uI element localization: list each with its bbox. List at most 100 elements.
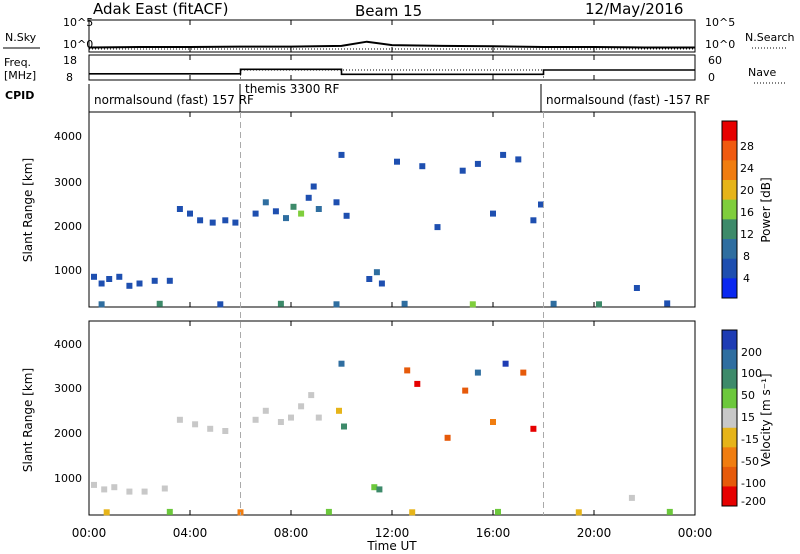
power-point: [166, 277, 173, 284]
velocity-point: [338, 360, 345, 367]
velocity-point: [192, 421, 199, 428]
nave-line: [89, 69, 695, 81]
power-point: [305, 194, 312, 201]
power-point: [217, 301, 224, 308]
power-point: [530, 217, 537, 224]
freq-unit-label: [MHz]: [4, 69, 36, 82]
power-point: [378, 280, 385, 287]
power-point: [156, 300, 163, 307]
power-ytick-4000: 4000: [54, 130, 82, 143]
power-colorbar-frame: [721, 120, 738, 299]
power-point: [500, 151, 507, 158]
freq-series: [89, 68, 695, 81]
velocity-colorbar-band: [722, 369, 737, 390]
power-point: [283, 215, 289, 222]
time-axis-label: Time UT: [366, 539, 417, 553]
power-point: [333, 301, 340, 308]
velocity-point: [341, 423, 347, 430]
power-point: [459, 167, 466, 174]
velocity-cbar-tick-minus15: -15: [741, 433, 759, 446]
mode-dividers: [240, 112, 544, 515]
power-cbar-tick-4: 4: [743, 272, 750, 285]
velocity-point: [126, 488, 133, 495]
power-point: [550, 300, 557, 307]
velocity-ylabel: Slant Range [km]: [21, 368, 35, 472]
power-point: [272, 208, 279, 215]
time-tick-label: 08:00: [274, 526, 309, 540]
power-cbar-tick-24: 24: [740, 162, 754, 175]
power-point: [126, 282, 133, 289]
velocity-ytick-2000: 2000: [54, 427, 82, 440]
power-point: [434, 224, 441, 231]
velocity-point: [222, 428, 229, 434]
power-colorbar-band: [722, 239, 737, 260]
velocity-cbar-tick-100: 100: [741, 367, 762, 380]
nsky-line: [88, 40, 695, 49]
power-point: [401, 300, 408, 307]
power-point: [116, 273, 123, 280]
power-point: [106, 276, 113, 282]
freq-left-tick-top: 18: [63, 54, 77, 67]
time-tick-label: 20:00: [577, 526, 612, 540]
velocity-colorbar-band: [722, 447, 737, 468]
power-point: [343, 212, 350, 219]
velocity-ytick-4000: 4000: [54, 338, 82, 351]
velocity-ytick-1000: 1000: [54, 472, 82, 485]
velocity-point: [161, 485, 168, 492]
velocity-colorbar-band: [722, 486, 737, 507]
power-point: [98, 301, 105, 308]
power-point: [232, 219, 239, 226]
velocity-point: [166, 508, 173, 515]
freq-label: Freq.: [4, 56, 31, 69]
velocity-point: [252, 416, 259, 423]
power-point: [596, 301, 602, 308]
velocity-cbar-tick-minus100: -100: [741, 477, 766, 490]
power-point: [222, 217, 229, 224]
velocity-colorbar-band: [722, 330, 737, 351]
power-point: [187, 210, 193, 217]
velocity-point: [474, 369, 481, 376]
power-point: [515, 156, 522, 163]
power-point: [394, 158, 400, 165]
velocity-point: [207, 425, 214, 432]
power-cbar-tick-16: 16: [740, 206, 754, 219]
power-point: [209, 219, 216, 226]
nsky-right-tick-bottom: 10^0: [705, 38, 735, 51]
velocity-point: [666, 508, 673, 515]
velocity-point: [575, 509, 582, 516]
velocity-colorbar-ticks: 200 100 50 15 -15 -50 -100 -200: [741, 346, 766, 508]
beam-title: Beam 15: [355, 2, 422, 20]
velocity-point: [101, 486, 108, 493]
power-yticks: 4000 3000 2000 1000: [54, 130, 82, 277]
velocity-colorbar-band: [722, 349, 737, 370]
power-point: [262, 199, 269, 206]
power-point: [136, 280, 143, 287]
power-colorbar-band: [722, 180, 737, 201]
velocity-scatter: [91, 360, 673, 516]
velocity-point: [404, 367, 411, 374]
velocity-colorbar: [722, 330, 737, 507]
power-point: [315, 206, 322, 212]
nsky-right-tick-top: 10^5: [705, 16, 735, 29]
velocity-point: [277, 419, 284, 425]
power-point: [176, 206, 183, 212]
power-colorbar-band: [722, 121, 737, 142]
velocity-point: [520, 369, 527, 376]
power-point: [373, 269, 380, 276]
power-point: [633, 285, 640, 291]
power-ytick-2000: 2000: [54, 220, 82, 233]
date-title: 12/May/2016: [585, 0, 683, 18]
power-cbar-tick-28: 28: [740, 140, 754, 153]
velocity-point: [530, 425, 537, 432]
power-colorbar-band: [722, 140, 737, 161]
velocity-point: [176, 416, 183, 423]
velocity-point: [376, 486, 383, 493]
power-point: [197, 217, 204, 224]
velocity-cbar-tick-minus200: -200: [741, 495, 766, 508]
velocity-colorbar-label: Velocity [m s⁻¹]: [759, 373, 773, 466]
velocity-colorbar-band: [722, 466, 737, 487]
power-ytick-1000: 1000: [54, 264, 82, 277]
nsky-left-tick-top: 10^5: [63, 16, 93, 29]
velocity-point: [502, 360, 509, 367]
